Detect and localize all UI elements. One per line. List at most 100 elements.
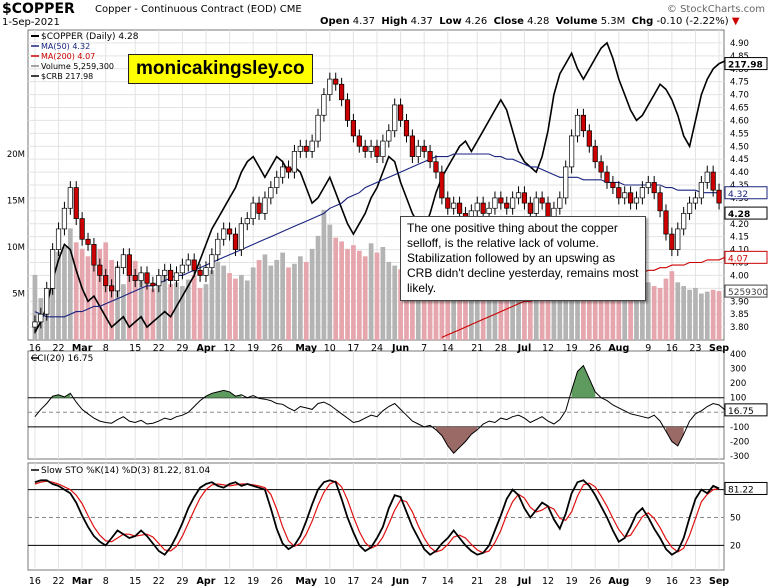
x-tick-label: 7 bbox=[421, 343, 427, 354]
candle-body bbox=[492, 197, 498, 209]
x-tick-label: Jul bbox=[517, 343, 532, 354]
volume-bar bbox=[368, 243, 374, 340]
ma200-last-badge: 4.07 bbox=[728, 254, 748, 264]
volume-bar bbox=[640, 284, 645, 340]
volume-bar bbox=[191, 274, 197, 340]
volume-bar bbox=[622, 276, 628, 340]
x-tick-label: Aug bbox=[608, 343, 629, 354]
price-tick-label: 3.85 bbox=[730, 310, 749, 320]
candle-body bbox=[433, 161, 439, 173]
candle-body bbox=[380, 140, 386, 157]
cci-last-badge: 16.75 bbox=[728, 407, 754, 417]
high-value: 4.37 bbox=[410, 16, 433, 27]
candle-body bbox=[421, 145, 427, 152]
candle-body bbox=[692, 197, 699, 204]
volume-bar bbox=[657, 287, 663, 340]
x-tick-label: 23 bbox=[689, 343, 701, 354]
volume-bar bbox=[669, 271, 675, 340]
volume-bar bbox=[156, 283, 162, 340]
volume-bar bbox=[67, 228, 73, 340]
volume-bar bbox=[333, 237, 339, 340]
volume-bar bbox=[209, 270, 215, 340]
legend-label: MA(200) 4.07 bbox=[41, 52, 95, 61]
volume-bar bbox=[522, 271, 527, 340]
volume-bar bbox=[681, 286, 687, 340]
candle-body bbox=[280, 166, 286, 178]
volume-bar bbox=[244, 280, 250, 340]
volume-bar bbox=[392, 265, 398, 340]
volume-bar bbox=[351, 245, 356, 340]
volume-tick-label: 5M bbox=[12, 290, 25, 300]
close-last-badge: 4.28 bbox=[728, 210, 750, 220]
volume-bar bbox=[415, 265, 421, 340]
price-tick-label: 4.85 bbox=[730, 52, 749, 62]
volume-bar bbox=[221, 265, 227, 340]
candle-body bbox=[681, 213, 687, 230]
volume-bar bbox=[73, 242, 79, 340]
volume-bar bbox=[374, 252, 380, 340]
x-tick-label: Apr bbox=[197, 343, 216, 354]
candle-body bbox=[569, 135, 575, 168]
candle-body bbox=[675, 228, 681, 250]
candle-body bbox=[610, 182, 616, 188]
x-tick-label-bottom: 24 bbox=[371, 576, 383, 587]
candle-body bbox=[85, 238, 91, 245]
volume-bar bbox=[303, 261, 309, 340]
volume-bar bbox=[504, 269, 510, 340]
legend-label: MA(50) 4.32 bbox=[41, 42, 90, 51]
x-tick-label-bottom: Aug bbox=[608, 576, 629, 587]
brand-label: monicakingsley.co bbox=[128, 54, 313, 84]
panel-frame bbox=[27, 462, 725, 571]
volume-bar bbox=[327, 224, 333, 340]
volume-bar bbox=[710, 289, 716, 340]
price-tick-label: 4.55 bbox=[730, 129, 749, 139]
sto-tick-label: 20 bbox=[730, 541, 741, 551]
cci-tick-label: -200 bbox=[730, 437, 749, 447]
volume-bar bbox=[356, 250, 362, 340]
candle-body bbox=[256, 202, 262, 214]
volume-bar bbox=[280, 252, 285, 340]
candle-body bbox=[321, 94, 327, 116]
x-tick-label-bottom: 17 bbox=[347, 576, 359, 587]
price-tick-label: 4.00 bbox=[730, 271, 749, 281]
price-tick-label: 4.45 bbox=[730, 155, 749, 165]
candle-body bbox=[215, 238, 221, 256]
candle-body bbox=[32, 321, 38, 328]
volume-bar bbox=[598, 274, 604, 340]
volume-bar bbox=[315, 235, 321, 340]
volume-bar bbox=[168, 284, 173, 340]
price-tick-label: 4.40 bbox=[730, 168, 749, 178]
candle-body bbox=[456, 202, 463, 214]
cci-tick-label: 300 bbox=[730, 365, 746, 375]
candle-body bbox=[315, 114, 321, 142]
volume-bar bbox=[510, 278, 515, 340]
candle-body bbox=[521, 192, 528, 204]
low-value: 4.26 bbox=[464, 16, 488, 27]
volume-tick-label: 20M bbox=[7, 150, 25, 160]
crb-last-badge: 217.98 bbox=[728, 61, 763, 71]
candle-body bbox=[392, 104, 398, 132]
x-tick-label: 9 bbox=[645, 343, 651, 354]
volume-bar bbox=[309, 248, 315, 340]
volume-bar bbox=[91, 260, 97, 340]
candle-body bbox=[598, 161, 604, 173]
x-tick-label-bottom: 22 bbox=[52, 576, 64, 587]
candle-body bbox=[150, 282, 156, 287]
x-tick-label-bottom: 21 bbox=[471, 576, 483, 587]
x-tick-label-bottom: 9 bbox=[645, 576, 651, 587]
candle-body bbox=[268, 187, 274, 199]
x-tick-label-bottom: 28 bbox=[495, 576, 507, 587]
cci-positive-fill bbox=[571, 365, 596, 398]
x-tick-label-bottom: Mar bbox=[72, 576, 93, 587]
volume-bar bbox=[345, 248, 350, 340]
candle-body bbox=[350, 120, 357, 137]
candle-body bbox=[167, 269, 174, 281]
x-tick-label-bottom: 16 bbox=[666, 576, 678, 587]
x-tick-label-bottom: May bbox=[295, 576, 318, 587]
volume-bar bbox=[197, 287, 203, 340]
candle-body bbox=[515, 192, 522, 199]
volume-tick-label: 10M bbox=[7, 243, 25, 253]
x-tick-label: 17 bbox=[347, 343, 359, 354]
candle-body bbox=[716, 189, 722, 204]
